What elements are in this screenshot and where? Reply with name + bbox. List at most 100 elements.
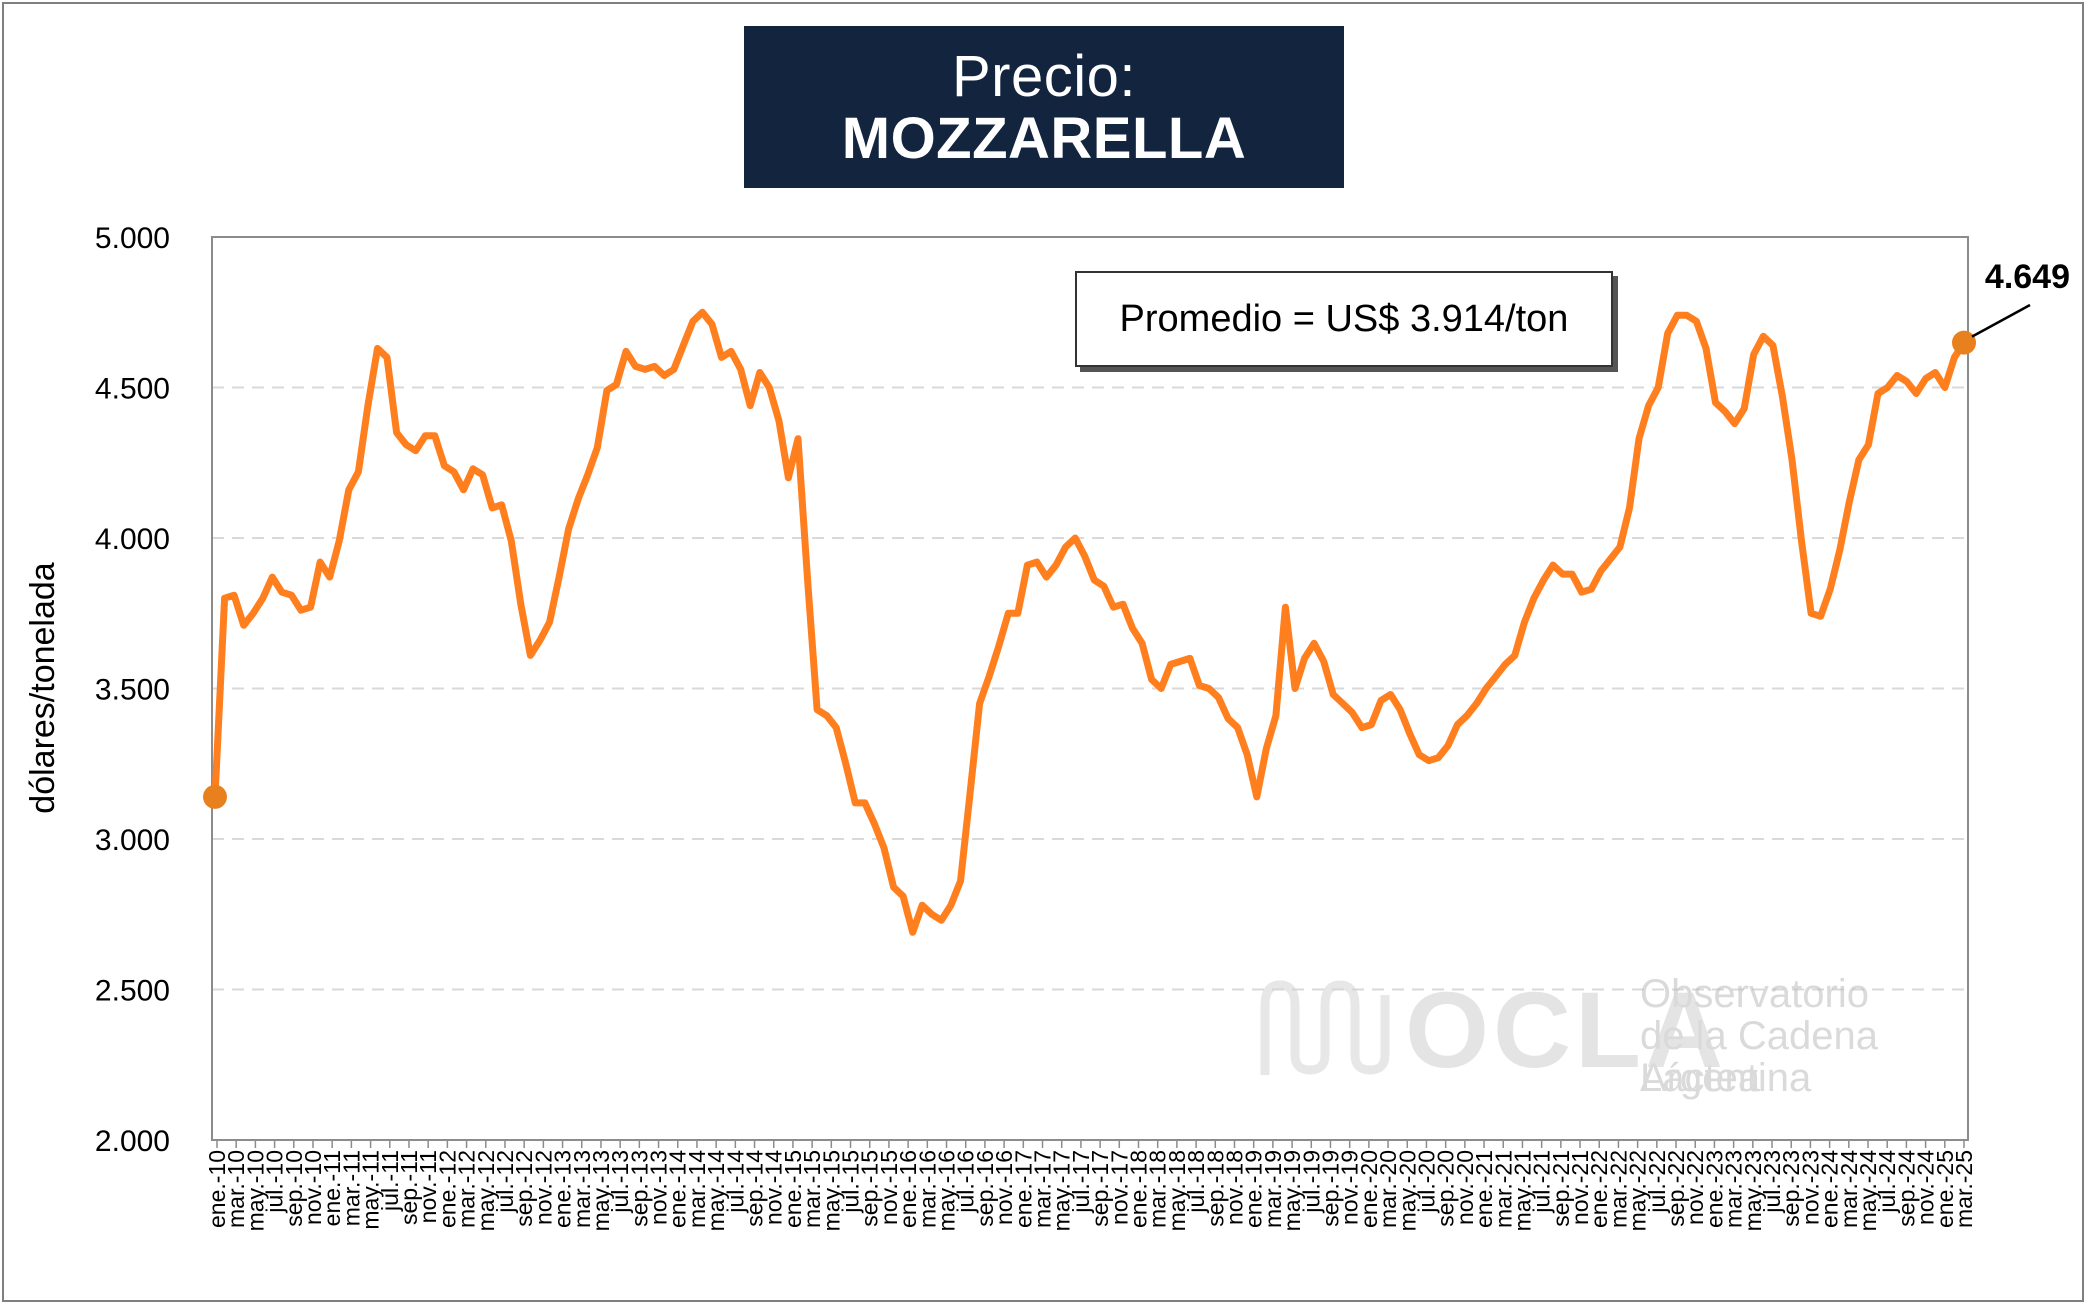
x-tick-label: sep.-12	[511, 1150, 537, 1227]
x-tick-label: jul.-16	[953, 1150, 979, 1214]
x-tick-label: may.-10	[242, 1150, 268, 1231]
chart-title: Precio: MOZZARELLA	[744, 46, 1344, 170]
x-tick-label: jul.-15	[838, 1150, 864, 1214]
ocla-logo-icon	[1260, 980, 1390, 1075]
watermark-brand: OCLA	[1405, 969, 1727, 1090]
y-tick-label: 4.000	[95, 523, 170, 556]
x-tick-label: nov.-14	[761, 1150, 787, 1225]
x-tick-label: mar.-15	[799, 1150, 825, 1228]
x-tick-label: jul.-10	[262, 1150, 288, 1214]
x-tick-label: may.-13	[588, 1150, 614, 1231]
x-tick-label: ene.-10	[204, 1150, 230, 1228]
watermark-line1: Observatorio	[1640, 972, 1869, 1016]
x-tick-label: sep.-18	[1202, 1150, 1228, 1227]
x-tick-label: may.-18	[1164, 1150, 1190, 1231]
x-tick-label: may.-19	[1279, 1150, 1305, 1231]
x-tick-label: nov.-19	[1337, 1150, 1363, 1225]
grid-lines	[212, 386, 1968, 991]
x-tick-label: ene.-17	[1010, 1150, 1036, 1228]
x-tick-label: nov.-13	[646, 1150, 672, 1225]
x-tick-label: mar.-10	[223, 1150, 249, 1228]
x-tick-label: may.-14	[703, 1150, 729, 1232]
x-tick-label: mar.-21	[1490, 1150, 1516, 1228]
x-tick-label: sep.-23	[1778, 1150, 1804, 1227]
last-value-label: 4.649	[1985, 258, 2070, 296]
x-tick-label: nov.-18	[1221, 1150, 1247, 1225]
x-tick-label: sep.-16	[972, 1150, 998, 1227]
y-axis-ticks: 2.000 2.500 3.000 3.500 4.000 4.500 5.000	[95, 222, 170, 1158]
x-tick-label: may.-12	[473, 1150, 499, 1231]
x-tick-label: may.-21	[1509, 1150, 1535, 1231]
x-tick-label: sep.-13	[626, 1150, 652, 1227]
x-tick-label: may.-17	[1049, 1150, 1075, 1231]
ocla-watermark: OCLA Observatorio de la Cadena Láctea Ar…	[1255, 969, 1955, 1105]
price-series-line	[211, 308, 1968, 936]
chart-subtitle: 04.06.10.10.199Q	[851, 180, 1237, 233]
title-product: MOZZARELLA	[841, 106, 1247, 171]
x-tick-label: mar.-11	[338, 1150, 364, 1226]
x-tick-label: may.-16	[934, 1150, 960, 1231]
x-tick-label: nov.-16	[991, 1150, 1017, 1225]
x-tick-label: sep.-22	[1663, 1150, 1689, 1227]
x-tick-label: jul.-18	[1183, 1150, 1209, 1214]
x-tick-label: sep.-24	[1893, 1150, 1919, 1227]
title-prefix: Precio:	[951, 44, 1136, 109]
x-tick-label: mar.-18	[1145, 1150, 1171, 1228]
x-tick-label: jul.-22	[1644, 1150, 1670, 1214]
x-tick-label: ene.-11	[319, 1150, 345, 1226]
x-tick-label: mar.-22	[1605, 1150, 1631, 1228]
x-tick-label: nov.-10	[300, 1150, 326, 1225]
x-tick-label: ene.-22	[1586, 1150, 1612, 1228]
x-tick-label: nov.-22	[1682, 1150, 1708, 1225]
last-value-callout-line	[1971, 303, 2031, 338]
x-tick-label: mar.-20	[1375, 1150, 1401, 1228]
x-tick-label: sep.-14	[742, 1150, 768, 1227]
x-tick-label: mar.-19	[1260, 1150, 1286, 1228]
y-tick-label: 2.000	[95, 1125, 170, 1158]
x-tick-label: mar.-16	[914, 1150, 940, 1228]
x-tick-label: may.-24	[1855, 1150, 1881, 1232]
x-tick-label: ene.-12	[434, 1150, 460, 1228]
x-axis-ticks: ene.-10mar.-10may.-10jul.-10sep.-10nov.-…	[204, 1140, 1977, 1231]
x-tick-label: ene.-16	[895, 1150, 921, 1228]
x-tick-label: mar.-12	[454, 1150, 480, 1228]
x-tick-label: sep.-10	[281, 1150, 307, 1227]
x-tick-label: may.-22	[1625, 1150, 1651, 1231]
first-point-marker	[203, 784, 227, 809]
x-tick-label: may.-23	[1740, 1150, 1766, 1231]
x-tick-label: may.-15	[818, 1150, 844, 1231]
x-tick-label: jul.-13	[607, 1150, 633, 1214]
watermark-line3: Argentina	[1640, 1056, 1812, 1100]
x-tick-label: mar.-23	[1721, 1150, 1747, 1228]
x-tick-label: jul.-21	[1529, 1150, 1555, 1214]
x-tick-label: sep.-17	[1087, 1150, 1113, 1227]
plot-area	[211, 236, 1969, 1141]
y-tick-label: 3.000	[95, 824, 170, 857]
x-tick-label: sep.-15	[857, 1150, 883, 1227]
x-tick-label: ene.-21	[1471, 1150, 1497, 1228]
x-tick-label: ene.-13	[550, 1150, 576, 1228]
x-tick-label: nov.-21	[1567, 1150, 1593, 1225]
x-tick-label: may.-20	[1394, 1150, 1420, 1231]
x-tick-label: nov.-20	[1452, 1150, 1478, 1225]
title-banner: Precio: MOZZARELLA 04.06.10.10.199Q	[744, 26, 1344, 233]
x-tick-label: ene.-14	[665, 1150, 691, 1228]
x-tick-label: mar.-17	[1030, 1150, 1056, 1228]
y-tick-label: 4.500	[95, 373, 170, 406]
x-tick-label: nov.-24	[1913, 1150, 1939, 1225]
x-tick-label: ene.-18	[1125, 1150, 1151, 1228]
last-point-marker	[1952, 330, 1976, 355]
x-tick-label: mar.-13	[569, 1150, 595, 1228]
y-axis-label: dólares/tonelada	[24, 562, 62, 814]
x-tick-label: jul.-24	[1874, 1150, 1900, 1214]
x-tick-label: nov.-11	[415, 1150, 441, 1223]
x-tick-label: sep.-11	[396, 1150, 422, 1225]
x-tick-label: nov.-23	[1797, 1150, 1823, 1225]
x-tick-label: ene.-23	[1701, 1150, 1727, 1228]
x-tick-label: ene.-20	[1356, 1150, 1382, 1228]
x-tick-label: jul.-14	[722, 1150, 748, 1214]
x-tick-label: nov.-12	[530, 1150, 556, 1225]
x-tick-label: ene.-24	[1817, 1150, 1843, 1228]
x-tick-label: ene.-25	[1932, 1150, 1958, 1228]
